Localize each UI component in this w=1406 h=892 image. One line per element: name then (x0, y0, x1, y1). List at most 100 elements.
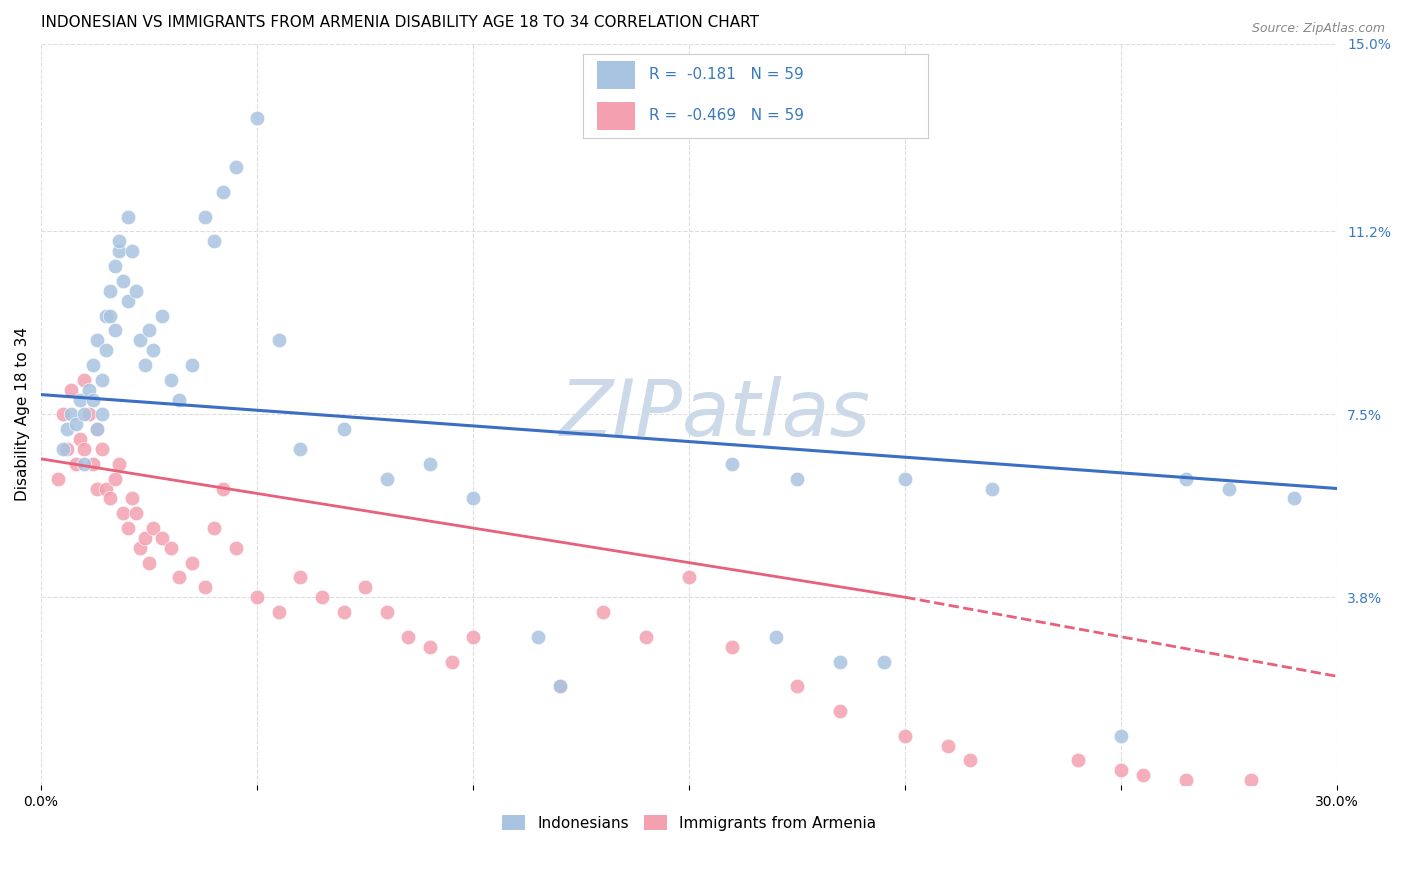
Point (103, 472, 125, 486)
Point (112, 506, 135, 520)
Point (86, 422, 108, 436)
Point (1240, 773, 1263, 788)
Point (134, 358, 156, 372)
Point (73, 457, 96, 471)
Point (125, 284, 148, 298)
Point (52, 408, 75, 422)
Point (98, 491, 121, 506)
Point (181, 358, 204, 372)
Point (634, 630, 657, 644)
Point (90, 408, 112, 422)
Point (786, 679, 808, 693)
Point (181, 556, 204, 570)
Point (94, 309, 117, 323)
Point (65, 417, 87, 432)
Point (721, 457, 744, 471)
Point (86, 422, 108, 436)
Point (1282, 491, 1305, 506)
Point (419, 640, 441, 654)
Point (94, 482, 117, 496)
Point (90, 373, 112, 387)
Point (150, 531, 173, 545)
Point (548, 679, 571, 693)
Point (77, 408, 100, 422)
FancyBboxPatch shape (598, 102, 636, 130)
Point (246, 591, 269, 605)
Point (134, 531, 156, 545)
Point (202, 235, 225, 249)
Text: ZIPatlas: ZIPatlas (560, 376, 870, 452)
Y-axis label: Disability Age 18 to 34: Disability Age 18 to 34 (15, 327, 30, 501)
Point (69, 392, 91, 407)
Point (894, 729, 917, 743)
FancyBboxPatch shape (598, 62, 636, 89)
Point (77, 383, 100, 397)
Point (786, 472, 808, 486)
Point (117, 521, 139, 535)
Point (202, 521, 225, 535)
Point (721, 640, 744, 654)
Text: Source: ZipAtlas.com: Source: ZipAtlas.com (1251, 22, 1385, 36)
Point (82, 358, 104, 372)
Point (73, 442, 96, 456)
Point (290, 570, 312, 584)
Point (112, 274, 135, 288)
Point (169, 570, 191, 584)
Point (290, 442, 312, 456)
Text: INDONESIAN VS IMMIGRANTS FROM ARMENIA DISABILITY AGE 18 TO 34 CORRELATION CHART: INDONESIAN VS IMMIGRANTS FROM ARMENIA DI… (41, 15, 759, 30)
Point (938, 739, 960, 753)
Point (121, 491, 143, 506)
Point (332, 422, 354, 436)
Point (211, 185, 233, 199)
Point (463, 630, 485, 644)
Point (138, 323, 160, 337)
Point (56, 422, 79, 436)
Point (440, 655, 463, 669)
Point (117, 210, 139, 224)
Point (267, 605, 290, 619)
Point (129, 541, 152, 555)
Point (354, 580, 377, 594)
Point (194, 210, 217, 224)
Point (82, 392, 104, 407)
Point (90, 442, 112, 456)
Point (1109, 764, 1132, 778)
Point (103, 323, 125, 337)
Legend: Indonesians, Immigrants from Armenia: Indonesians, Immigrants from Armenia (496, 808, 883, 837)
Point (267, 333, 290, 347)
Point (396, 630, 419, 644)
Point (103, 259, 125, 273)
Point (894, 472, 917, 486)
Point (872, 655, 894, 669)
Point (1132, 768, 1154, 782)
Point (678, 570, 700, 584)
Point (159, 541, 181, 555)
Point (150, 309, 173, 323)
Point (548, 679, 571, 693)
Point (125, 506, 148, 520)
Point (169, 392, 191, 407)
Point (159, 373, 181, 387)
Point (69, 432, 91, 446)
Point (98, 284, 121, 298)
Point (830, 704, 852, 718)
Point (225, 160, 247, 174)
Point (82, 457, 104, 471)
Point (48, 472, 70, 486)
Text: R =  -0.181   N = 59: R = -0.181 N = 59 (650, 67, 804, 82)
Point (1067, 753, 1090, 767)
Point (463, 491, 485, 506)
Point (419, 457, 441, 471)
Point (65, 457, 87, 471)
Point (765, 630, 787, 644)
Point (1218, 482, 1240, 496)
Point (142, 521, 165, 535)
Point (959, 753, 981, 767)
Point (225, 541, 247, 555)
Point (108, 457, 131, 471)
Point (94, 343, 117, 358)
Point (194, 580, 217, 594)
Point (56, 442, 79, 456)
Point (98, 309, 121, 323)
Point (142, 343, 165, 358)
